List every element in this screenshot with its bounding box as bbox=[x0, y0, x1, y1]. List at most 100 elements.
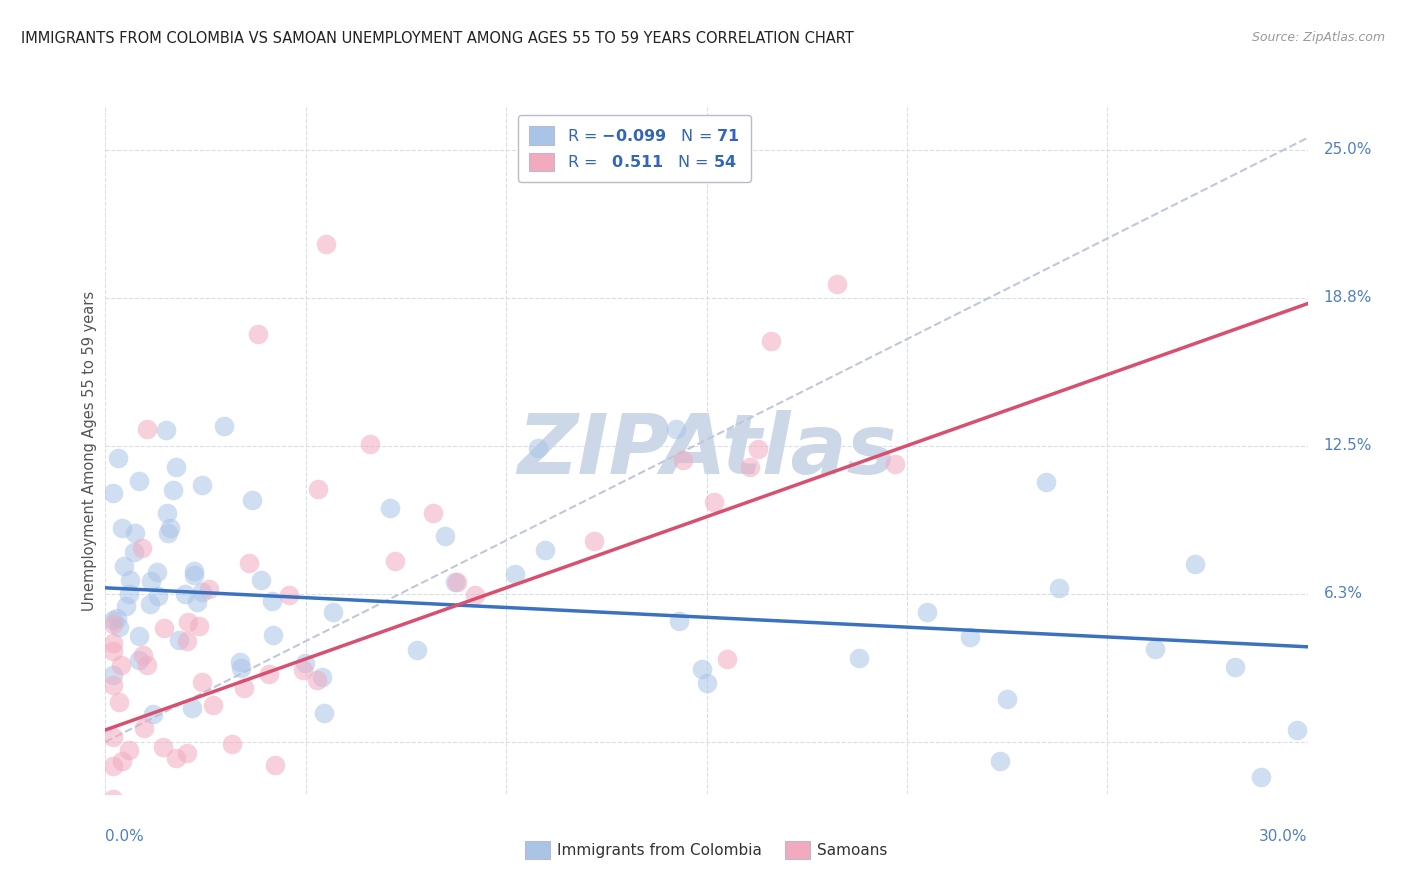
Point bbox=[103, 486, 125, 500]
Point bbox=[132, 721, 155, 735]
Point bbox=[139, 574, 162, 589]
Point bbox=[107, 450, 129, 465]
Point bbox=[117, 587, 139, 601]
Point bbox=[246, 327, 269, 342]
Point bbox=[108, 619, 131, 633]
Point bbox=[233, 833, 256, 847]
Point bbox=[433, 529, 456, 543]
Point bbox=[212, 418, 235, 433]
Text: 12.5%: 12.5% bbox=[1323, 438, 1372, 453]
Point bbox=[125, 836, 148, 850]
Point bbox=[229, 661, 252, 675]
Point bbox=[534, 543, 557, 558]
Point bbox=[263, 758, 285, 772]
Point bbox=[672, 452, 695, 467]
Point bbox=[446, 575, 468, 590]
Point bbox=[103, 759, 125, 773]
Point bbox=[131, 541, 153, 556]
Point bbox=[848, 650, 870, 665]
Point bbox=[582, 534, 605, 549]
Point bbox=[443, 574, 465, 589]
Point bbox=[503, 566, 526, 581]
Point bbox=[118, 743, 141, 757]
Point bbox=[128, 474, 150, 488]
Point bbox=[103, 616, 125, 631]
Point bbox=[177, 615, 200, 629]
Point bbox=[262, 593, 284, 607]
Point bbox=[696, 676, 718, 690]
Point bbox=[825, 277, 848, 291]
Point bbox=[835, 803, 858, 817]
Point bbox=[112, 558, 135, 573]
Point bbox=[186, 594, 208, 608]
Point bbox=[156, 526, 179, 541]
Point bbox=[135, 658, 157, 673]
Point bbox=[988, 754, 1011, 768]
Point bbox=[138, 597, 160, 611]
Point bbox=[142, 706, 165, 721]
Point bbox=[665, 421, 688, 435]
Point bbox=[312, 706, 335, 720]
Point bbox=[740, 459, 762, 474]
Point bbox=[136, 422, 159, 436]
Point bbox=[148, 589, 170, 603]
Point bbox=[103, 644, 125, 658]
Point bbox=[716, 652, 738, 666]
Point bbox=[221, 737, 243, 751]
Point bbox=[190, 478, 212, 492]
Point bbox=[262, 628, 284, 642]
Point bbox=[183, 564, 205, 578]
Text: IMMIGRANTS FROM COLOMBIA VS SAMOAN UNEMPLOYMENT AMONG AGES 55 TO 59 YEARS CORREL: IMMIGRANTS FROM COLOMBIA VS SAMOAN UNEMP… bbox=[21, 31, 853, 46]
Point bbox=[128, 628, 150, 642]
Point bbox=[1143, 642, 1166, 657]
Point bbox=[156, 506, 179, 520]
Point bbox=[103, 667, 125, 681]
Point bbox=[240, 492, 263, 507]
Point bbox=[1184, 557, 1206, 571]
Point bbox=[917, 605, 939, 619]
Y-axis label: Unemployment Among Ages 55 to 59 years: Unemployment Among Ages 55 to 59 years bbox=[82, 291, 97, 610]
Point bbox=[359, 437, 381, 451]
Point bbox=[188, 618, 211, 632]
Point bbox=[959, 630, 981, 644]
Text: ZIPAtlas: ZIPAtlas bbox=[517, 410, 896, 491]
Point bbox=[305, 673, 328, 688]
Point bbox=[103, 613, 125, 627]
Point bbox=[995, 692, 1018, 706]
Point bbox=[128, 653, 150, 667]
Point bbox=[111, 754, 134, 768]
Text: 0.0%: 0.0% bbox=[105, 830, 145, 845]
Point bbox=[259, 667, 281, 681]
Text: 6.3%: 6.3% bbox=[1323, 586, 1362, 601]
Point bbox=[1250, 770, 1272, 784]
Point bbox=[103, 730, 125, 744]
Text: 25.0%: 25.0% bbox=[1323, 142, 1372, 157]
Point bbox=[378, 500, 401, 515]
Point bbox=[250, 573, 273, 587]
Point bbox=[238, 557, 260, 571]
Point bbox=[307, 483, 329, 497]
Point bbox=[124, 525, 146, 540]
Point bbox=[103, 678, 125, 692]
Point bbox=[105, 611, 128, 625]
Point bbox=[103, 791, 125, 805]
Point bbox=[703, 495, 725, 509]
Point bbox=[198, 582, 221, 596]
Point bbox=[1035, 475, 1057, 490]
Point bbox=[315, 237, 337, 252]
Point bbox=[176, 746, 198, 760]
Point bbox=[132, 648, 155, 662]
Point bbox=[1047, 582, 1070, 596]
Point bbox=[202, 698, 225, 712]
Point bbox=[277, 589, 299, 603]
Point bbox=[180, 701, 202, 715]
Text: Source: ZipAtlas.com: Source: ZipAtlas.com bbox=[1251, 31, 1385, 45]
Point bbox=[103, 635, 125, 649]
Legend: Immigrants from Colombia, Samoans: Immigrants from Colombia, Samoans bbox=[519, 836, 894, 865]
Point bbox=[114, 599, 136, 613]
Point bbox=[233, 681, 256, 696]
Point bbox=[110, 658, 132, 673]
Point bbox=[761, 334, 783, 349]
Point bbox=[118, 874, 141, 888]
Point bbox=[153, 621, 176, 635]
